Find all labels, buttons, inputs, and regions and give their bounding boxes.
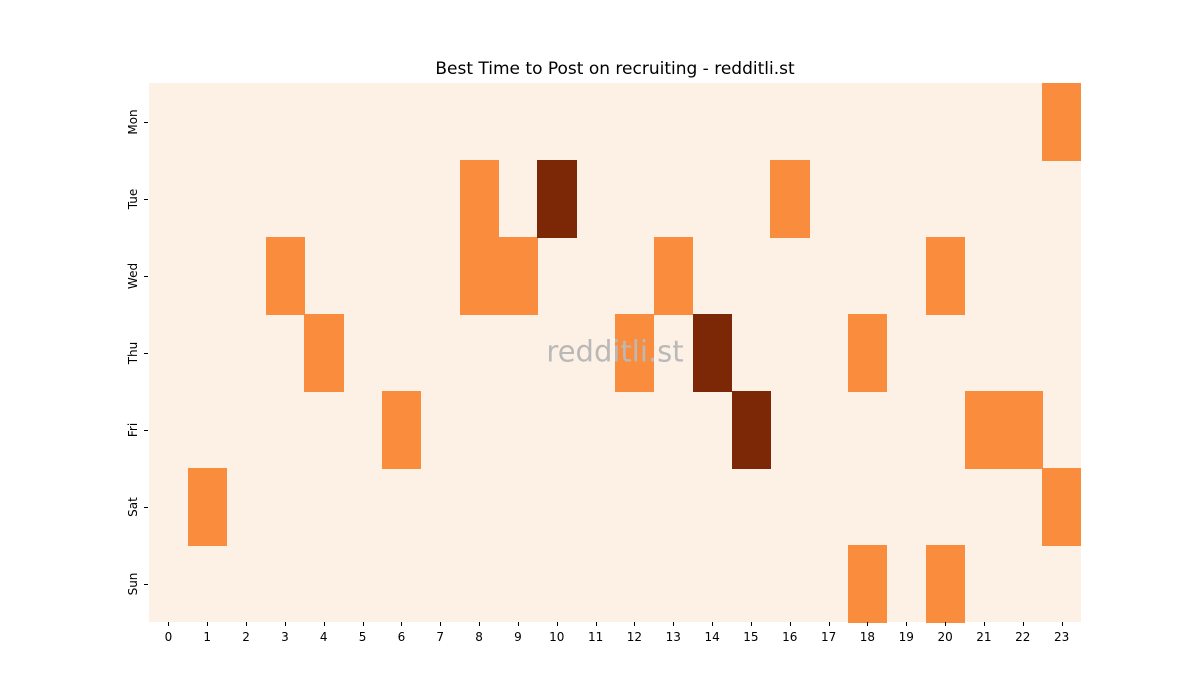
y-tick-label-fri: Fri [126, 422, 140, 437]
x-tick-label-18: 18 [859, 630, 876, 644]
x-tick-mark [246, 622, 248, 626]
x-tick-label-14: 14 [704, 630, 720, 644]
y-tick-label-sun: Sun [126, 572, 140, 595]
heatmap-cell-wed-h13 [653, 237, 694, 315]
x-tick-mark [789, 622, 791, 626]
heatmap-cell-mon-h23 [1042, 83, 1082, 161]
heatmap-cell-thu-h12 [615, 314, 655, 392]
x-tick-label-4: 4 [319, 630, 328, 644]
x-tick-mark [634, 622, 636, 626]
x-tick-mark [750, 622, 752, 626]
x-tick-mark [673, 622, 675, 626]
heatmap-cell-sat-h1 [187, 468, 228, 546]
x-tick-label-3: 3 [281, 630, 289, 644]
x-tick-label-8: 8 [475, 630, 483, 644]
heatmap-cell-fri-h22 [1003, 391, 1043, 469]
x-tick-mark [712, 622, 714, 626]
x-tick-label-12: 12 [626, 630, 643, 644]
heatmap-cell-wed-h20 [925, 237, 965, 315]
x-tick-mark [1061, 622, 1063, 626]
x-tick-mark [168, 622, 170, 626]
y-tick-mark [144, 198, 148, 200]
heatmap-cell-wed-h8 [459, 237, 499, 315]
heatmap-cell-fri-h15 [731, 391, 771, 469]
x-tick-mark [517, 622, 519, 626]
x-tick-label-5: 5 [358, 630, 367, 644]
y-tick-label-thu: Thu [126, 341, 140, 364]
y-tick-mark [144, 121, 148, 123]
chart-title: Best Time to Post on recruiting - reddit… [435, 59, 795, 79]
heatmap-cell-tue-h10 [537, 160, 577, 238]
y-tick-mark [144, 275, 148, 277]
x-tick-mark [556, 622, 558, 626]
x-tick-mark [1022, 622, 1024, 626]
heatmap-cell-tue-h8 [459, 160, 499, 238]
x-tick-mark [945, 622, 947, 626]
y-tick-mark [144, 583, 148, 585]
heatmap-cell-fri-h21 [964, 391, 1004, 469]
x-tick-label-23: 23 [1053, 630, 1070, 644]
heatmap-cell-wed-h3 [265, 237, 305, 315]
x-tick-label-11: 11 [587, 630, 604, 644]
heatmap-cell-thu-h14 [692, 314, 732, 392]
x-tick-label-10: 10 [549, 630, 565, 644]
x-tick-label-6: 6 [397, 630, 406, 644]
heatmap-plot-area: redditli.st [149, 83, 1082, 623]
heatmap-cell-fri-h6 [382, 391, 422, 469]
heatmap-cell-thu-h4 [304, 314, 344, 392]
x-tick-mark [323, 622, 325, 626]
heatmap-cell-wed-h9 [498, 237, 538, 315]
y-tick-label-wed: Wed [126, 262, 140, 289]
x-tick-mark [867, 622, 869, 626]
x-tick-mark [828, 622, 830, 626]
heatmap-cell-sun-h20 [925, 545, 965, 623]
x-tick-mark [401, 622, 403, 626]
y-tick-mark [144, 352, 148, 354]
x-tick-mark [983, 622, 985, 626]
x-tick-label-15: 15 [743, 630, 759, 644]
x-tick-label-22: 22 [1015, 630, 1031, 644]
x-tick-label-16: 16 [782, 630, 798, 644]
x-tick-mark [362, 622, 364, 626]
x-tick-mark [440, 622, 442, 626]
heatmap-cell-sat-h23 [1042, 468, 1082, 546]
x-tick-mark [906, 622, 908, 626]
y-tick-label-mon: Mon [126, 108, 140, 135]
x-tick-mark [479, 622, 481, 626]
x-tick-label-21: 21 [976, 630, 992, 644]
x-tick-label-7: 7 [436, 630, 445, 644]
x-tick-label-2: 2 [242, 630, 250, 644]
x-tick-label-17: 17 [820, 630, 837, 644]
x-tick-label-1: 1 [203, 630, 212, 644]
heatmap-cell-thu-h18 [848, 314, 888, 392]
x-tick-label-9: 9 [514, 630, 522, 644]
x-tick-mark [595, 622, 597, 626]
x-tick-label-0: 0 [164, 630, 173, 644]
x-tick-label-19: 19 [898, 630, 914, 644]
y-tick-label-sat: Sat [126, 496, 140, 517]
heatmap-cell-sun-h18 [848, 545, 888, 623]
x-tick-label-13: 13 [665, 630, 681, 644]
y-tick-label-tue: Tue [126, 188, 140, 209]
heatmap-cell-tue-h16 [770, 160, 810, 238]
x-tick-mark [284, 622, 286, 626]
y-tick-mark [144, 429, 148, 431]
y-tick-mark [144, 506, 148, 508]
x-tick-mark [207, 622, 209, 626]
x-tick-label-20: 20 [937, 630, 953, 644]
